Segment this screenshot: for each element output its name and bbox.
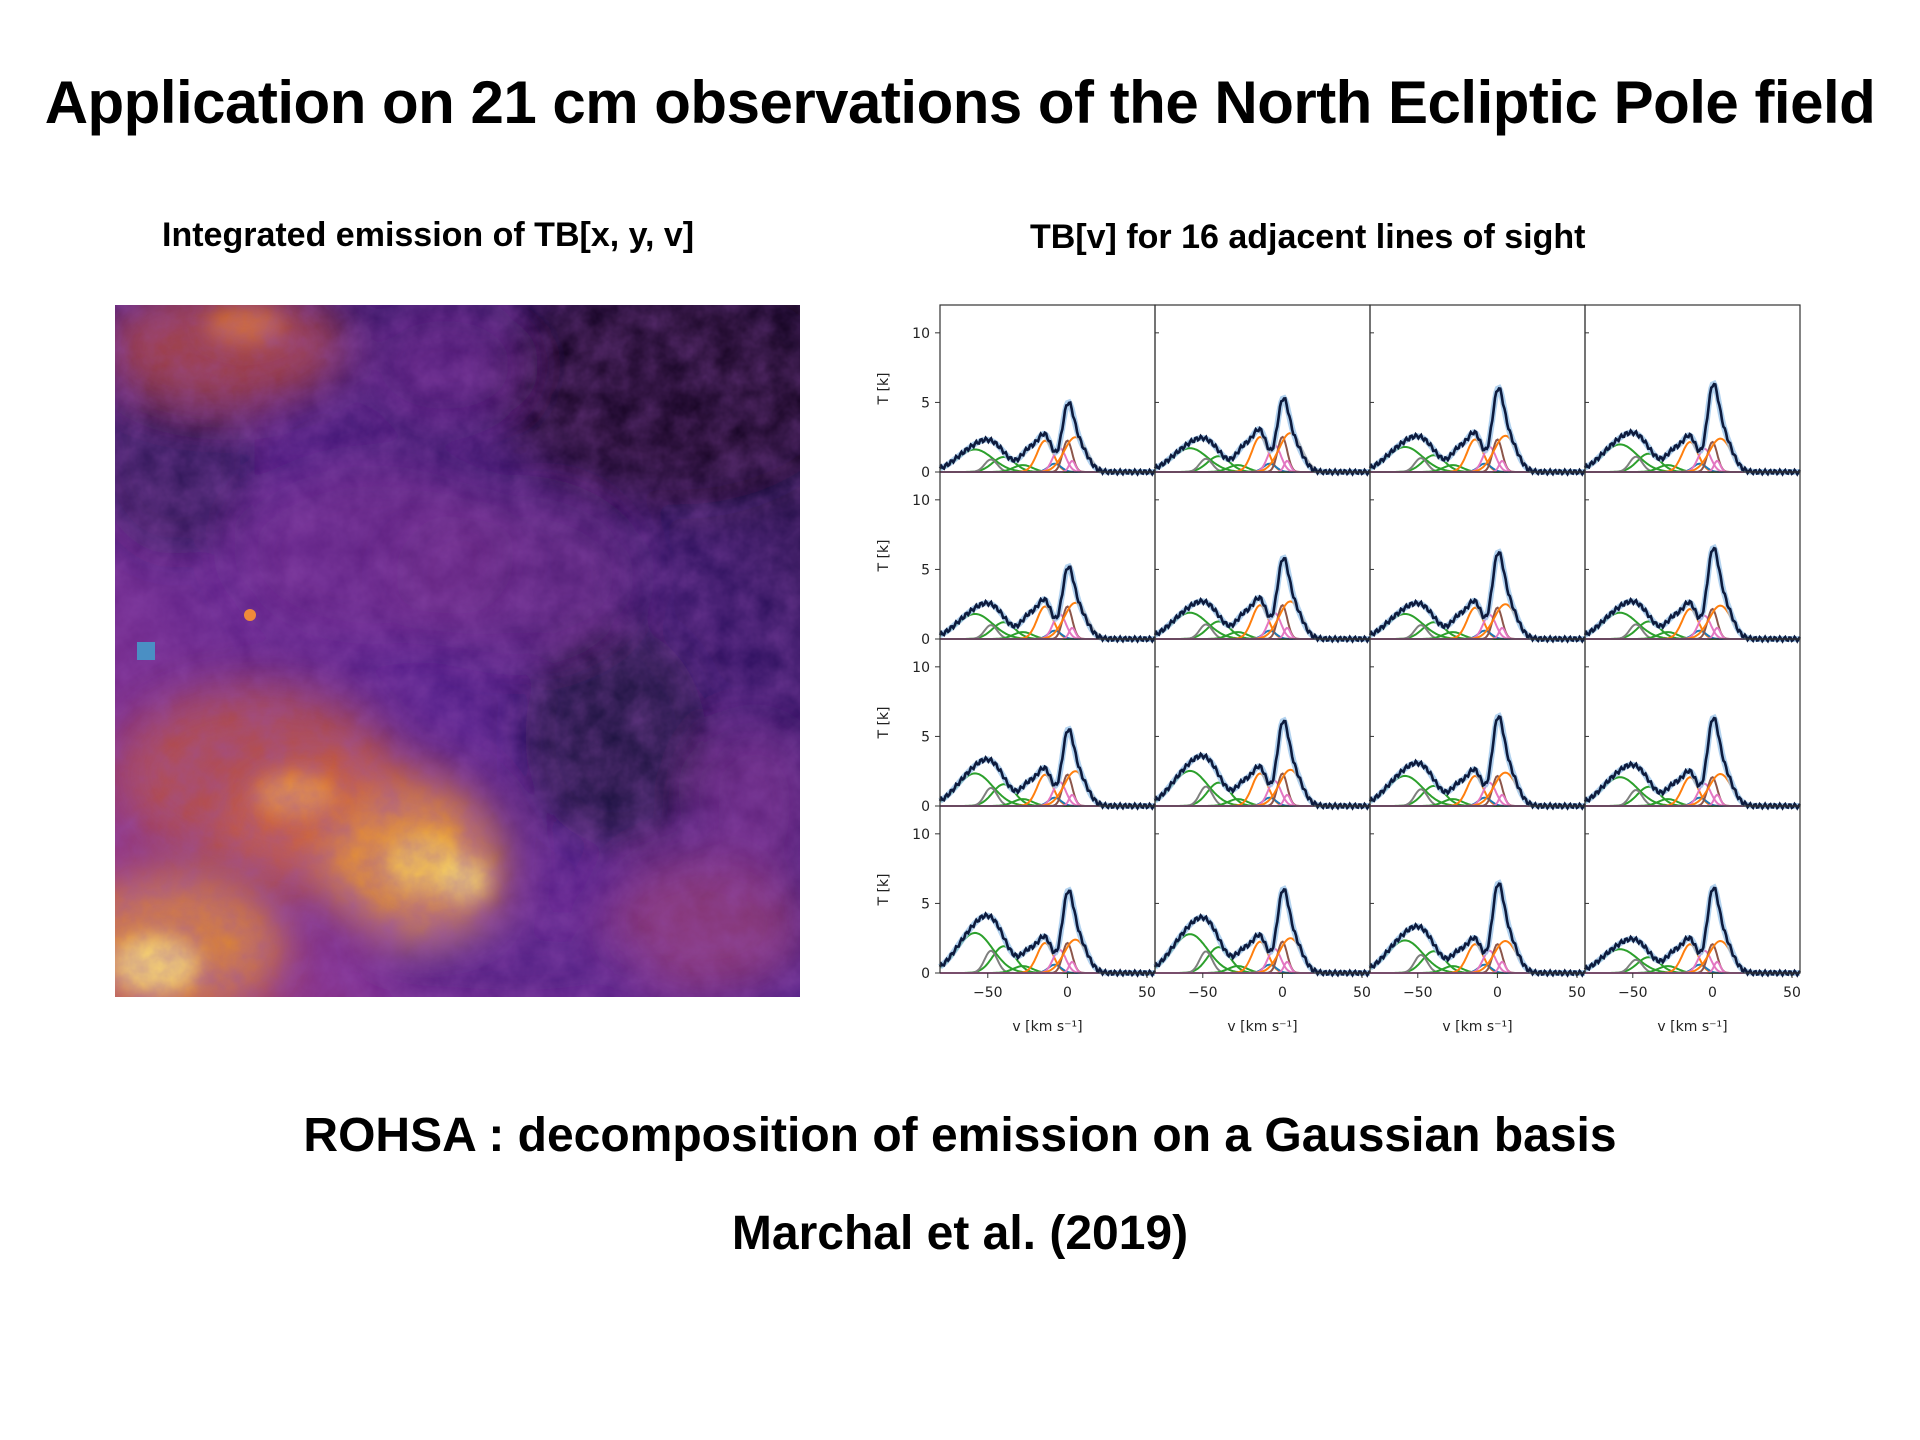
component-curve xyxy=(1370,613,1585,640)
x-tick-label: 0 xyxy=(1278,985,1287,1001)
panel-frame xyxy=(1154,805,1371,974)
model-fit-curve xyxy=(1583,379,1800,475)
x-tick-label: 0 xyxy=(1708,985,1717,1001)
model-fit-curve xyxy=(1368,548,1585,642)
panel-frame xyxy=(1584,304,1801,473)
component-curve xyxy=(1585,447,1800,473)
x-axis-label: v [km s⁻¹] xyxy=(1227,1019,1297,1035)
x-tick-label: −50 xyxy=(1188,985,1218,1001)
component-curve xyxy=(940,446,1155,473)
selected-pixel-marker[interactable] xyxy=(137,642,155,660)
panel-frame xyxy=(1584,638,1801,807)
map-heading: Integrated emission of TB[x, y, v] xyxy=(162,216,695,254)
x-tick-label: 50 xyxy=(1783,985,1801,1001)
y-tick-label: 10 xyxy=(912,326,930,342)
total-spectrum-curve xyxy=(1153,719,1372,811)
x-tick-label: 0 xyxy=(1063,985,1072,1001)
model-fit-curve xyxy=(1153,885,1370,976)
panel-frame xyxy=(1369,638,1586,807)
y-axis-label: T [k] xyxy=(876,539,892,572)
model-fit-curve xyxy=(1368,384,1585,475)
component-curve xyxy=(1370,445,1585,473)
y-tick-label: 0 xyxy=(921,465,930,481)
component-curve xyxy=(1370,949,1585,974)
panel-frame xyxy=(1369,805,1586,974)
spectra-heading: TB[v] for 16 adjacent lines of sight xyxy=(1030,218,1586,256)
total-spectrum-curve xyxy=(1153,397,1372,477)
model-fit-curve xyxy=(1368,712,1585,809)
model-fit-curve xyxy=(1583,543,1800,642)
component-curve xyxy=(940,612,1155,640)
y-tick-label: 10 xyxy=(912,493,930,509)
total-spectrum-curve xyxy=(1583,546,1802,644)
y-tick-label: 0 xyxy=(921,632,930,648)
model-fit-curve xyxy=(1583,883,1800,976)
model-fit-curve xyxy=(1583,713,1800,809)
total-spectrum-curve xyxy=(1368,715,1587,811)
component-curve xyxy=(1585,614,1800,640)
x-axis-label: v [km s⁻¹] xyxy=(1442,1019,1512,1035)
y-tick-label: 0 xyxy=(921,799,930,815)
total-spectrum-curve xyxy=(1153,556,1372,644)
panel-frame xyxy=(939,638,1156,807)
x-tick-label: −50 xyxy=(1403,985,1433,1001)
y-axis-label: T [k] xyxy=(876,706,892,739)
panel-frame xyxy=(1584,805,1801,974)
model-fit-curve xyxy=(1153,716,1370,809)
x-axis-label: v [km s⁻¹] xyxy=(1657,1019,1727,1035)
x-tick-label: −50 xyxy=(1618,985,1648,1001)
y-tick-label: 5 xyxy=(921,729,930,745)
total-spectrum-curve xyxy=(938,565,1157,644)
method-caption: ROHSA : decomposition of emission on a G… xyxy=(303,1109,1617,1162)
total-spectrum-curve xyxy=(1583,886,1802,978)
y-axis-label: T [k] xyxy=(876,372,892,405)
spectra-figure: 0 5 10 T [k] 0 5 10 T [k] 0 5 10 T [k] 0 5 10 T [k] −50 0… xyxy=(876,304,1802,1035)
y-tick-label: 5 xyxy=(921,896,930,912)
component-curve xyxy=(1585,949,1800,974)
filament-texture xyxy=(115,305,800,997)
total-spectrum-curve xyxy=(938,728,1157,811)
x-axis-label: v [km s⁻¹] xyxy=(1012,1019,1082,1035)
total-spectrum-curve xyxy=(938,401,1157,477)
reference-citation: Marchal et al. (2019) xyxy=(731,1207,1189,1260)
total-spectrum-curve xyxy=(1583,382,1802,477)
spectra-grid: 0 5 10 T [k] 0 5 10 T [k] 0 5 10 T [k] 0 5 10 T [k] −50 0… xyxy=(860,295,1860,1055)
y-axis-label: T [k] xyxy=(876,873,892,906)
x-tick-label: 50 xyxy=(1138,985,1156,1001)
total-spectrum-curve xyxy=(1368,882,1587,978)
bright-source xyxy=(244,609,256,621)
slide-title: Application on 21 cm observations of the… xyxy=(44,69,1876,136)
panel-frame xyxy=(939,805,1156,974)
component-curve xyxy=(1155,947,1370,974)
y-tick-label: 5 xyxy=(921,562,930,578)
y-tick-label: 10 xyxy=(912,660,930,676)
integrated-emission-map xyxy=(115,305,800,997)
panel-frame xyxy=(1154,638,1371,807)
y-tick-label: 10 xyxy=(912,827,930,843)
x-tick-label: 50 xyxy=(1568,985,1586,1001)
total-spectrum-curve xyxy=(1583,716,1802,811)
total-spectrum-curve xyxy=(1368,551,1587,644)
y-tick-label: 0 xyxy=(921,966,930,982)
x-tick-label: −50 xyxy=(973,985,1003,1001)
component-curve xyxy=(1585,782,1800,807)
model-fit-curve xyxy=(1368,879,1585,976)
component-curve xyxy=(1155,611,1370,640)
component-curve xyxy=(1370,781,1585,807)
component-curve xyxy=(940,780,1155,807)
component-curve xyxy=(1155,779,1370,807)
model-fit-curve xyxy=(938,886,1155,976)
x-tick-label: 0 xyxy=(1493,985,1502,1001)
emission-heatmap xyxy=(115,305,800,997)
y-tick-label: 5 xyxy=(921,395,930,411)
x-tick-label: 50 xyxy=(1353,985,1371,1001)
component-curve xyxy=(940,948,1155,974)
